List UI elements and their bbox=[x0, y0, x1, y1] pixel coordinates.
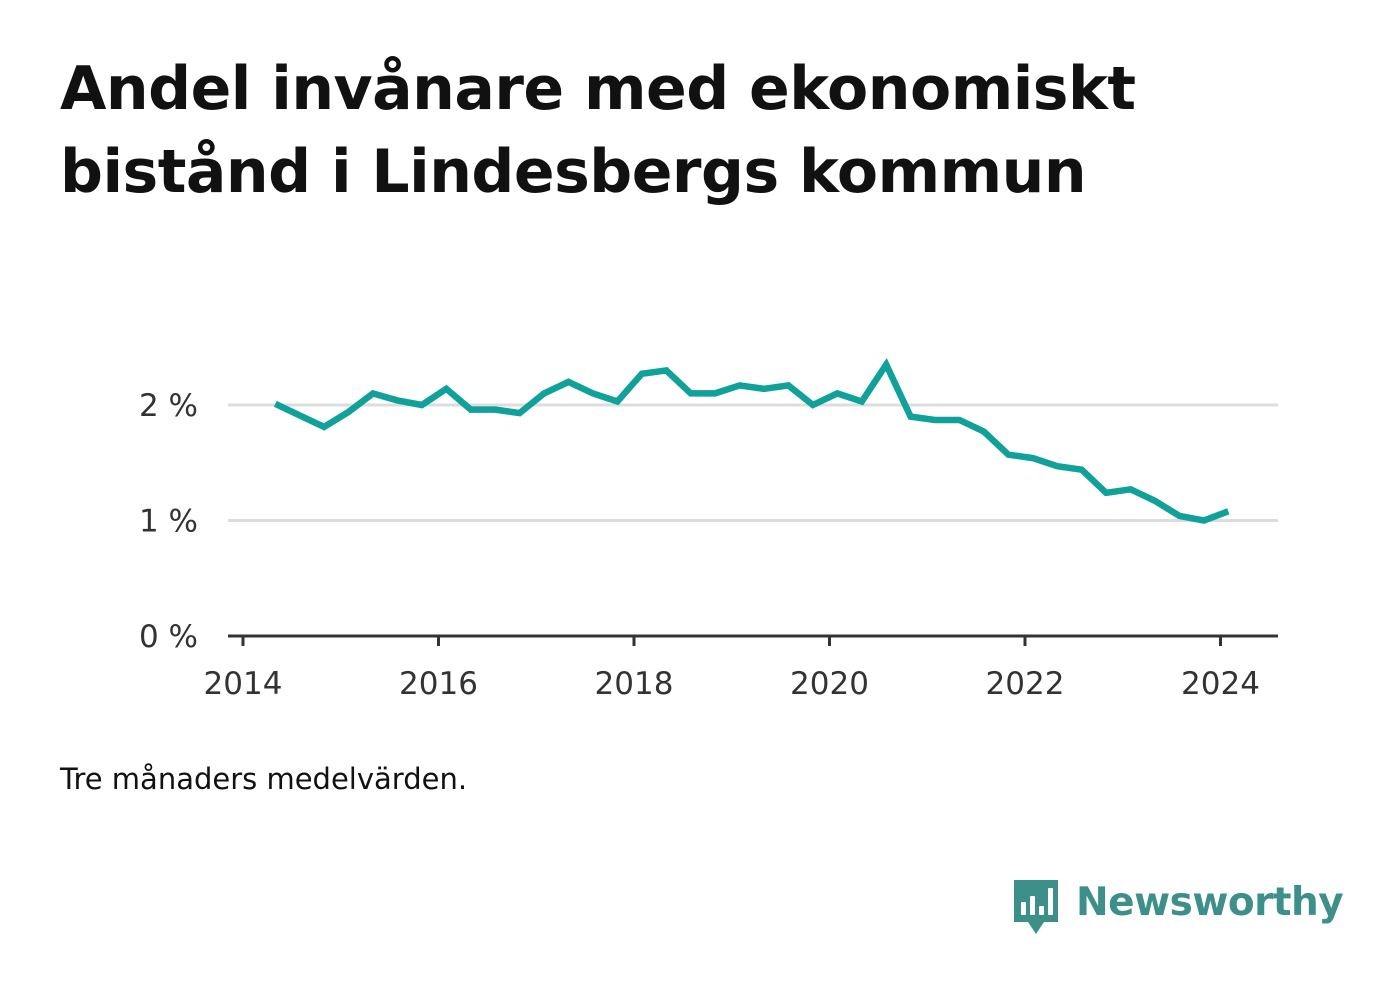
chart-title: Andel invånare med ekonomiskt bistånd i … bbox=[60, 54, 1136, 207]
y-tick-label: 0 % bbox=[139, 619, 198, 655]
x-tick-label: 2018 bbox=[595, 666, 674, 702]
y-tick-label: 2 % bbox=[139, 388, 198, 424]
newsworthy-logo-icon bbox=[1010, 876, 1062, 942]
y-tick-label: 1 % bbox=[139, 504, 198, 540]
x-tick-label: 2016 bbox=[399, 666, 478, 702]
brand-logo[interactable]: Newsworthy bbox=[1010, 876, 1344, 942]
x-axis-labels: 2014 2016 2018 2020 2022 2024 bbox=[204, 666, 1260, 702]
brand-name: Newsworthy bbox=[1076, 880, 1344, 925]
gridlines bbox=[228, 403, 1278, 522]
x-tick-label: 2022 bbox=[986, 666, 1065, 702]
x-tick-label: 2024 bbox=[1181, 666, 1260, 702]
x-tick-label: 2014 bbox=[204, 666, 283, 702]
x-tick-label: 2020 bbox=[790, 666, 869, 702]
series-line bbox=[273, 357, 1230, 524]
x-axis bbox=[228, 634, 1278, 646]
y-axis-labels: 0 % 1 % 2 % bbox=[139, 388, 198, 655]
chart-note: Tre månaders medelvärden. bbox=[60, 762, 468, 796]
series-layer bbox=[273, 357, 1230, 524]
